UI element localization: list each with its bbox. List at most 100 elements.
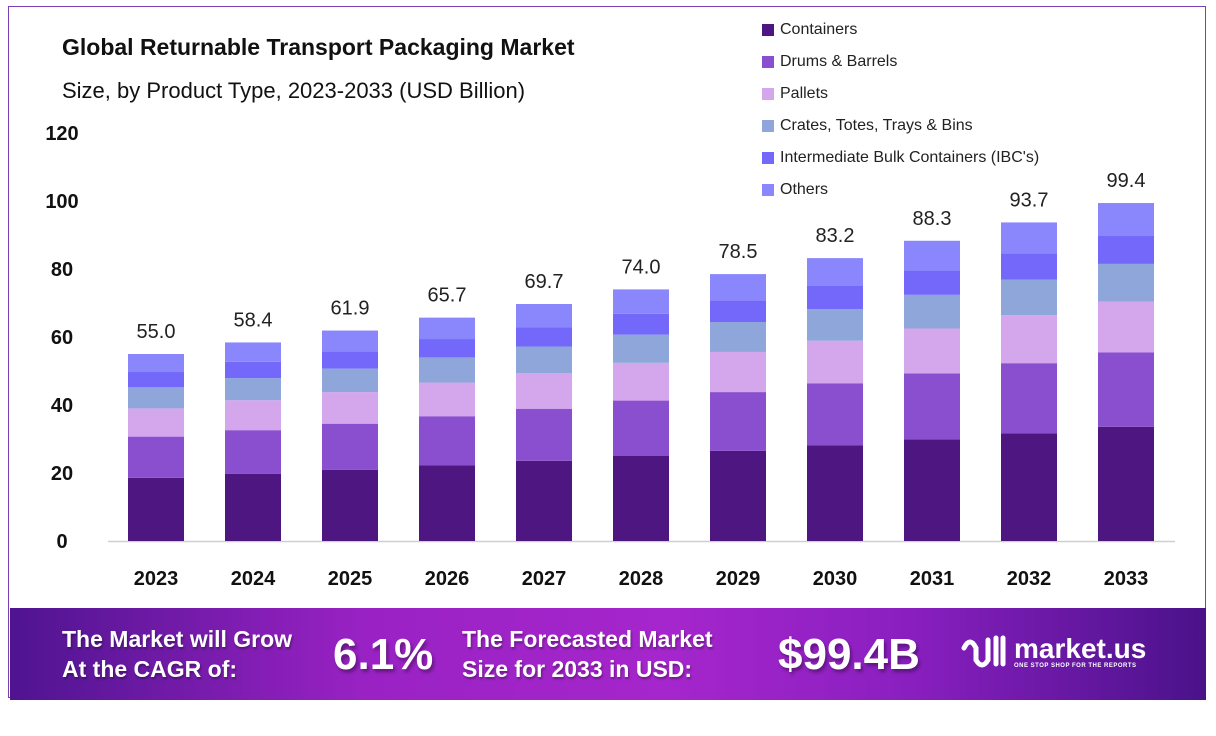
bar-segment-containers xyxy=(710,450,766,541)
total-label: 83.2 xyxy=(816,225,855,247)
bar-segment-pallets xyxy=(807,340,863,384)
bar-segment-intermediate-bulk-containers-ibc-s- xyxy=(807,286,863,310)
cagr-label: The Market will Grow At the CAGR of: xyxy=(62,624,292,684)
bar-segment-others xyxy=(1098,203,1154,237)
bar-segment-crates-totes-trays-bins xyxy=(710,322,766,352)
x-tick-label: 2027 xyxy=(522,568,567,590)
bar-segment-crates-totes-trays-bins xyxy=(1098,263,1154,302)
bar-segment-pallets xyxy=(710,351,766,393)
x-tick-label: 2025 xyxy=(328,568,373,590)
bar-segment-drums-barrels xyxy=(322,423,378,470)
y-tick-label: 120 xyxy=(45,123,78,145)
bar-segment-containers xyxy=(1001,433,1057,541)
bar-segment-crates-totes-trays-bins xyxy=(516,346,572,374)
bar-segment-crates-totes-trays-bins xyxy=(904,294,960,329)
bar-segment-pallets xyxy=(904,328,960,374)
logo-icon xyxy=(961,635,1006,668)
y-tick-label: 20 xyxy=(51,463,73,485)
bar-segment-others xyxy=(613,289,669,314)
bar-segment-drums-barrels xyxy=(128,436,184,478)
total-label: 78.5 xyxy=(719,241,758,263)
x-tick-label: 2024 xyxy=(231,568,276,590)
x-tick-label: 2023 xyxy=(134,568,179,590)
bar-segment-others xyxy=(322,330,378,352)
x-tick-label: 2026 xyxy=(425,568,470,590)
x-tick-label: 2031 xyxy=(910,568,955,590)
forecast-label: The Forecasted Market Size for 2033 in U… xyxy=(462,624,713,684)
legend-item: Crates, Totes, Trays & Bins xyxy=(762,110,1039,142)
legend-item: Others xyxy=(762,174,1039,206)
bar-segment-containers xyxy=(225,473,281,541)
bar-segment-intermediate-bulk-containers-ibc-s- xyxy=(1001,253,1057,280)
bar-segment-drums-barrels xyxy=(807,383,863,446)
bar-segment-containers xyxy=(1098,426,1154,541)
y-tick-label: 100 xyxy=(45,191,78,213)
bar-segment-drums-barrels xyxy=(1098,352,1154,427)
x-tick-label: 2029 xyxy=(716,568,761,590)
bar-segment-intermediate-bulk-containers-ibc-s- xyxy=(322,351,378,369)
y-tick-label: 80 xyxy=(51,259,73,281)
legend-item: Drums & Barrels xyxy=(762,46,1039,78)
legend-item: Containers xyxy=(762,14,1039,46)
y-tick-label: 40 xyxy=(51,395,73,417)
bar-segment-drums-barrels xyxy=(904,373,960,440)
bar-segment-pallets xyxy=(225,400,281,431)
bar-segment-pallets xyxy=(1001,315,1057,364)
legend-label: Containers xyxy=(780,21,858,38)
bar-segment-pallets xyxy=(613,362,669,401)
legend-swatch xyxy=(762,24,774,36)
bar-segment-intermediate-bulk-containers-ibc-s- xyxy=(419,339,475,358)
bar-segment-others xyxy=(807,258,863,286)
cagr-value: 6.1% xyxy=(333,630,434,679)
logo-name: market.us xyxy=(1014,633,1147,664)
total-label: 61.9 xyxy=(331,298,370,320)
legend-item: Intermediate Bulk Containers (IBC's) xyxy=(762,142,1039,174)
bar-segment-drums-barrels xyxy=(1001,363,1057,434)
bar-segment-crates-totes-trays-bins xyxy=(128,387,184,409)
bar-segment-pallets xyxy=(419,382,475,417)
bar-segment-others xyxy=(516,304,572,328)
total-label: 69.7 xyxy=(525,271,564,293)
bar-segment-crates-totes-trays-bins xyxy=(807,309,863,341)
bar-segment-pallets xyxy=(128,408,184,437)
bar-segment-pallets xyxy=(322,392,378,424)
bar-segment-crates-totes-trays-bins xyxy=(322,368,378,393)
bar-segment-crates-totes-trays-bins xyxy=(1001,279,1057,316)
bar-segment-crates-totes-trays-bins xyxy=(419,357,475,383)
bar-segment-drums-barrels xyxy=(516,408,572,461)
legend-label: Pallets xyxy=(780,85,829,102)
bar-segment-pallets xyxy=(516,373,572,409)
bar-segment-others xyxy=(225,342,281,362)
chart-subtitle: Size, by Product Type, 2023-2033 (USD Bi… xyxy=(62,78,526,103)
legend-swatch xyxy=(762,120,774,132)
total-label: 65.7 xyxy=(428,285,467,307)
bar-segment-others xyxy=(1001,222,1057,254)
bar-segment-intermediate-bulk-containers-ibc-s- xyxy=(1098,236,1154,264)
legend-swatch xyxy=(762,56,774,68)
bar-segment-containers xyxy=(322,469,378,541)
bar-segment-intermediate-bulk-containers-ibc-s- xyxy=(710,300,766,323)
total-label: 88.3 xyxy=(913,208,952,230)
bar-segment-containers xyxy=(807,445,863,541)
bar-segment-pallets xyxy=(1098,301,1154,353)
total-label: 74.0 xyxy=(622,256,661,278)
bar-segment-intermediate-bulk-containers-ibc-s- xyxy=(613,313,669,335)
chart-title: Global Returnable Transport Packaging Ma… xyxy=(62,34,575,60)
y-tick-label: 0 xyxy=(56,531,67,553)
legend-item: Pallets xyxy=(762,78,1039,110)
legend-label: Others xyxy=(780,181,829,198)
bar-segment-containers xyxy=(419,465,475,541)
logo-tagline: ONE STOP SHOP FOR THE REPORTS xyxy=(1014,663,1137,669)
bar-segment-intermediate-bulk-containers-ibc-s- xyxy=(225,361,281,379)
legend: Containers Drums & Barrels Pallets Crates, … xyxy=(762,14,1039,206)
bar-segment-others xyxy=(904,240,960,271)
stacked-bar-chart: 0 20 40 60 80 100 120 55.0 2023 58.4 2024 61.9 2025 6… xyxy=(45,123,1175,590)
total-label: 55.0 xyxy=(137,321,176,343)
x-tick-label: 2028 xyxy=(619,568,664,590)
cagr-label-line1: The Market will Grow xyxy=(62,626,293,652)
legend-label: Crates, Totes, Trays & Bins xyxy=(780,117,973,134)
bar-segment-intermediate-bulk-containers-ibc-s- xyxy=(128,372,184,388)
bar-segment-others xyxy=(128,354,184,373)
x-tick-label: 2032 xyxy=(1007,568,1052,590)
forecast-value: $99.4B xyxy=(778,630,920,679)
